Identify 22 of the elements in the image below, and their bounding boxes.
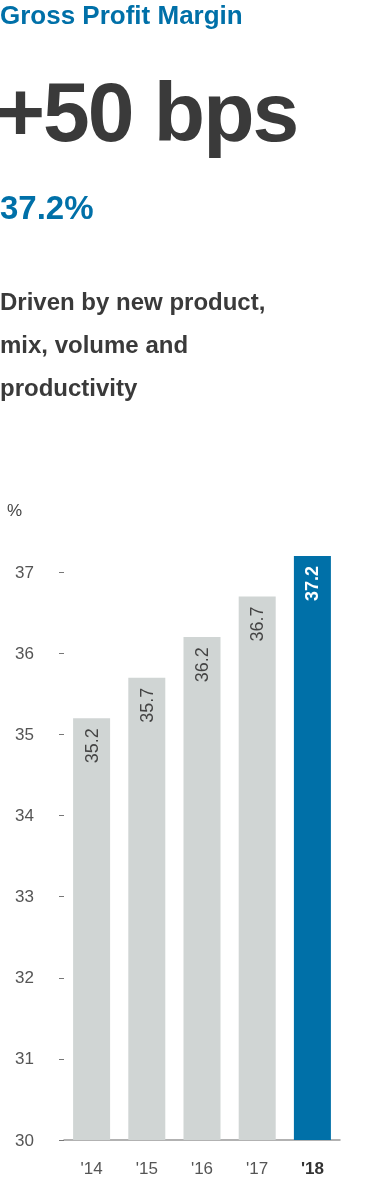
y-tick-label: 36 bbox=[15, 643, 34, 663]
data-label: 37.2 bbox=[302, 566, 323, 602]
y-tick-label: 33 bbox=[15, 887, 34, 907]
y-tick-label: 30 bbox=[15, 1130, 34, 1150]
x-tick-label: '16 bbox=[190, 1159, 214, 1178]
y-tick-label: 37 bbox=[15, 562, 34, 582]
text: Driven by new product, mix, volume and productivity bbox=[0, 287, 267, 403]
x-tick-label: '18 bbox=[300, 1159, 324, 1178]
y-axis-title: % bbox=[6, 501, 22, 520]
chart-title: Gross Profit Margin bbox=[0, 0, 244, 30]
y-tick-label: 34 bbox=[15, 806, 34, 826]
x-tick-label: '17 bbox=[246, 1159, 269, 1178]
data-label: 35.7 bbox=[136, 687, 157, 723]
data-label: 36.7 bbox=[247, 606, 268, 642]
data-label: 36.2 bbox=[192, 647, 212, 683]
text: 37.2% bbox=[0, 188, 94, 228]
x-tick-label: '14 bbox=[80, 1159, 103, 1178]
data-label: 35.2 bbox=[81, 728, 102, 764]
y-tick-label: 35 bbox=[15, 724, 34, 744]
y-tick-label: 31 bbox=[15, 1049, 34, 1069]
x-tick-label: '15 bbox=[135, 1159, 158, 1178]
y-tick-label: 32 bbox=[15, 968, 34, 988]
